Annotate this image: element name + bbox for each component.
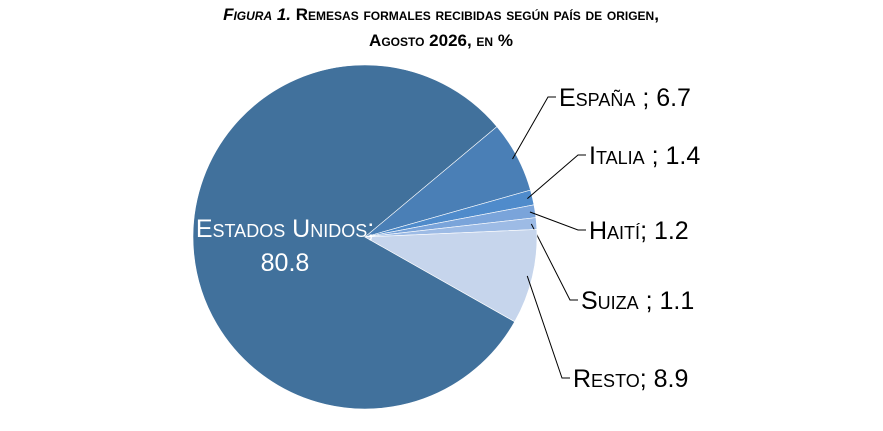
chart-title: Figura 1. Remesas formales recibidas seg… — [223, 5, 659, 24]
value-label: ; 80.8 — [260, 215, 382, 277]
category-label: Suiza — [581, 287, 639, 315]
leader-line — [526, 275, 570, 379]
category-label: España — [559, 84, 635, 112]
value-label: ; 1.1 — [639, 287, 695, 315]
value-label: ; 8.9 — [640, 365, 689, 393]
category-label: Estados Unidos — [195, 215, 368, 243]
value-label: ; 1.2 — [640, 217, 689, 245]
slice-label: Resto; 8.9 — [573, 365, 688, 393]
leader-line — [530, 223, 578, 301]
slice-label: Estados Unidos; 80.8 — [195, 212, 375, 280]
chart-title: Agosto 2026, en % — [369, 31, 513, 50]
leader-line — [512, 96, 556, 160]
value-label: ; 1.4 — [645, 142, 701, 170]
category-label: Resto — [573, 365, 640, 393]
slice-label: Italia ; 1.4 — [589, 142, 700, 170]
slice-label: España ; 6.7 — [559, 84, 691, 112]
slice-label: Haití; 1.2 — [589, 217, 689, 245]
category-label: Haití — [589, 217, 640, 245]
leader-line — [527, 154, 586, 200]
figure-label: Figura 1. — [223, 5, 291, 24]
title-line: Remesas formales recibidas según país de… — [296, 5, 659, 24]
category-label: Italia — [589, 142, 645, 170]
value-label: ; 6.7 — [635, 84, 691, 112]
pie-slice — [192, 64, 516, 410]
leader-line — [529, 211, 586, 231]
pie-slice — [363, 229, 538, 323]
slice-label: Suiza ; 1.1 — [581, 287, 694, 315]
